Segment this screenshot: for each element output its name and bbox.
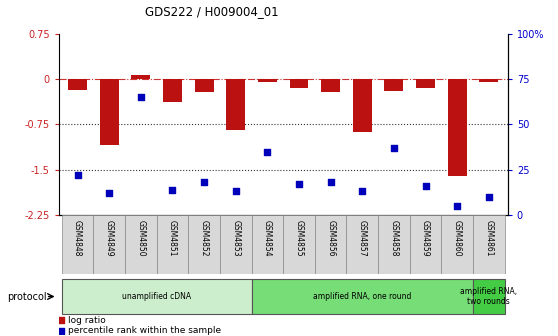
Text: amplified RNA, one round: amplified RNA, one round: [313, 292, 411, 301]
Bar: [353, 79, 372, 132]
Text: amplified RNA,
two rounds: amplified RNA, two rounds: [460, 287, 517, 306]
Text: GSM4856: GSM4856: [326, 220, 335, 256]
Bar: [479, 79, 498, 82]
Text: GSM4850: GSM4850: [136, 220, 145, 256]
Text: GSM4849: GSM4849: [105, 220, 114, 256]
Text: GSM4855: GSM4855: [295, 220, 304, 256]
Text: GDS222 / H009004_01: GDS222 / H009004_01: [145, 5, 279, 18]
Bar: [290, 79, 309, 88]
Text: percentile rank within the sample: percentile rank within the sample: [68, 326, 221, 335]
Bar: [188, 215, 220, 274]
Point: [484, 194, 493, 200]
Point: [358, 189, 367, 194]
Text: GSM4858: GSM4858: [389, 220, 398, 256]
Text: GSM4854: GSM4854: [263, 220, 272, 256]
Bar: [93, 215, 125, 274]
Point: [136, 94, 145, 100]
Bar: [473, 279, 504, 314]
Text: protocol: protocol: [7, 292, 46, 301]
Text: GSM4857: GSM4857: [358, 220, 367, 256]
Bar: [252, 215, 283, 274]
Bar: [448, 79, 466, 176]
Text: GSM4859: GSM4859: [421, 220, 430, 256]
Text: GSM4848: GSM4848: [73, 220, 82, 256]
Point: [105, 191, 114, 196]
Point: [57, 328, 66, 333]
Bar: [378, 215, 410, 274]
Point: [263, 149, 272, 154]
Bar: [315, 215, 347, 274]
Text: GSM4853: GSM4853: [231, 220, 240, 256]
Bar: [473, 215, 504, 274]
Bar: [283, 215, 315, 274]
Text: unamplified cDNA: unamplified cDNA: [122, 292, 191, 301]
Text: log ratio: log ratio: [68, 316, 106, 325]
Bar: [384, 79, 403, 91]
Text: GSM4852: GSM4852: [200, 220, 209, 256]
Bar: [321, 79, 340, 92]
Bar: [125, 215, 157, 274]
Point: [295, 181, 304, 187]
Point: [57, 318, 66, 323]
Bar: [252, 279, 473, 314]
Point: [326, 180, 335, 185]
Point: [453, 203, 461, 209]
Point: [389, 145, 398, 151]
Bar: [416, 79, 435, 88]
Text: GSM4851: GSM4851: [168, 220, 177, 256]
Text: GSM4861: GSM4861: [484, 220, 493, 256]
Bar: [195, 79, 214, 92]
Bar: [220, 215, 252, 274]
Bar: [441, 215, 473, 274]
Bar: [347, 215, 378, 274]
Point: [231, 189, 240, 194]
Point: [200, 180, 209, 185]
Point: [168, 187, 177, 192]
Bar: [68, 79, 87, 90]
Bar: [131, 75, 150, 79]
Bar: [258, 79, 277, 82]
Bar: [62, 279, 252, 314]
Bar: [157, 215, 188, 274]
Point: [73, 172, 82, 178]
Bar: [163, 79, 182, 102]
Bar: [100, 79, 119, 145]
Bar: [62, 215, 93, 274]
Bar: [226, 79, 245, 130]
Text: GSM4860: GSM4860: [453, 220, 461, 256]
Bar: [410, 215, 441, 274]
Point: [421, 183, 430, 189]
